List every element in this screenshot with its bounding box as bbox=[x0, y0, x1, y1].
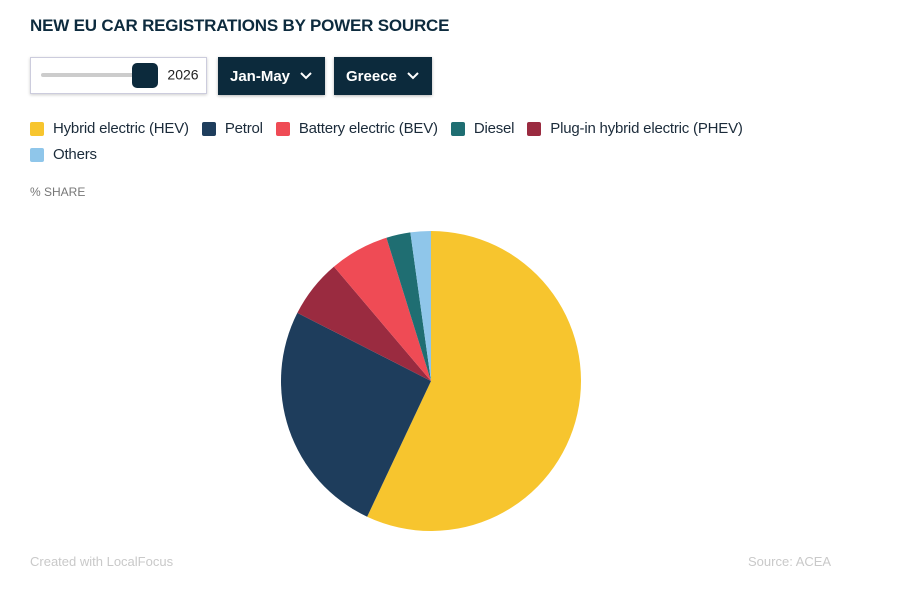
legend-label: Battery electric (BEV) bbox=[298, 120, 438, 137]
legend-item[interactable]: Battery electric (BEV) bbox=[275, 119, 438, 138]
credit: Created with LocalFocus bbox=[30, 554, 174, 569]
year-slider[interactable]: 2026 bbox=[30, 57, 207, 94]
legend: Hybrid electric (HEV) Petrol Battery elect… bbox=[30, 119, 820, 171]
pie-slice bbox=[281, 312, 431, 517]
legend-item[interactable]: Diesel bbox=[450, 119, 515, 138]
legend-swatch bbox=[201, 121, 216, 136]
legend-swatch bbox=[30, 147, 44, 162]
period-label: Jan-May bbox=[230, 67, 291, 85]
legend-item[interactable]: Others bbox=[30, 145, 97, 164]
pie-slice bbox=[367, 231, 581, 531]
pie-slice bbox=[410, 231, 431, 381]
slider-knob[interactable] bbox=[132, 63, 158, 88]
chevron bbox=[407, 72, 419, 80]
legend-item[interactable]: Hybrid electric (HEV) bbox=[30, 119, 189, 138]
legend-item[interactable]: Petrol bbox=[201, 119, 263, 138]
legend-label: Plug-in hybrid electric (PHEV) bbox=[550, 120, 743, 137]
chart-title: NEW EU CAR REGISTRATIONS BY POWER SOURCE bbox=[30, 16, 450, 35]
period-dropdown[interactable]: Jan-May bbox=[218, 57, 325, 95]
pie-slice bbox=[297, 266, 431, 381]
legend-label: Petrol bbox=[224, 120, 263, 137]
country-dropdown[interactable]: Greece bbox=[334, 57, 432, 95]
slider-graphic: 2026 bbox=[41, 63, 199, 88]
year-label: 2026 bbox=[167, 67, 198, 83]
legend-label: Diesel bbox=[473, 120, 515, 137]
legend-swatch bbox=[30, 121, 44, 136]
legend-label: Others bbox=[53, 146, 97, 163]
legend-swatch bbox=[450, 121, 465, 136]
unit-label: % SHARE bbox=[30, 185, 86, 199]
chevron bbox=[300, 72, 312, 80]
pie-slice bbox=[386, 232, 431, 381]
source: Source: ACEA bbox=[748, 554, 832, 569]
legend-swatch bbox=[527, 121, 542, 136]
legend-label: Hybrid electric (HEV) bbox=[53, 120, 189, 137]
legend-swatch bbox=[275, 121, 290, 136]
legend-item[interactable]: Plug-in hybrid electric (PHEV) bbox=[527, 119, 743, 138]
country-label: Greece bbox=[346, 67, 397, 85]
pie-slice bbox=[333, 237, 431, 381]
